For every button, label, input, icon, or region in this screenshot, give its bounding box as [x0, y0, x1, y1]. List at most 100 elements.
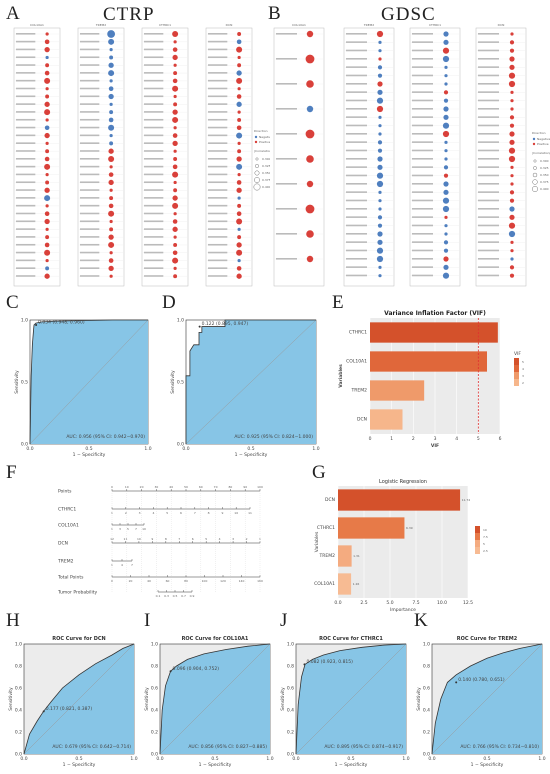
row-label — [478, 124, 499, 127]
row-label — [16, 111, 36, 113]
correlation-dot — [378, 199, 382, 203]
dot-panel-frame — [343, 27, 395, 287]
correlation-dot — [236, 163, 243, 170]
points-tick-label: 0 — [111, 485, 113, 489]
correlation-dot — [173, 274, 178, 279]
row-label — [80, 95, 100, 98]
correlation-dot — [45, 227, 49, 231]
correlation-dot — [236, 46, 243, 53]
diagonal-reference-line — [185, 319, 317, 445]
row-label — [478, 83, 499, 85]
row-label — [208, 87, 228, 90]
row-label — [208, 134, 228, 137]
row-label — [16, 236, 36, 238]
bar-value-label: 1.31 — [353, 554, 360, 558]
row-label — [80, 111, 100, 113]
correlation-dot — [45, 118, 49, 122]
legend-size-dot — [533, 159, 537, 163]
row-label — [16, 64, 36, 66]
correlation-dot — [237, 87, 241, 91]
row-label — [276, 83, 297, 85]
row-label — [208, 142, 228, 144]
row-label — [478, 158, 499, 160]
row-label — [346, 241, 367, 243]
y-axis-label: Variables — [314, 531, 320, 552]
correlation-dot — [173, 157, 178, 161]
correlation-dot — [44, 195, 51, 202]
correlation-dot — [172, 226, 178, 232]
correlation-dot — [508, 222, 516, 229]
row-label — [80, 150, 100, 152]
row-label — [412, 274, 433, 277]
panel-letter-g: G — [312, 462, 326, 483]
correlation-dot — [443, 106, 449, 112]
dcn-tick-label: 11 — [124, 537, 128, 541]
row-label — [412, 174, 433, 177]
row-label — [16, 56, 36, 59]
correlation-dot — [237, 55, 241, 60]
y-tick-label: 1.0 — [15, 642, 22, 648]
correlation-dot — [236, 70, 242, 76]
row-label — [208, 95, 228, 98]
panel-letter-e: E — [332, 292, 344, 313]
y-axis-label: Sensitivity — [170, 370, 176, 394]
row-label — [16, 197, 36, 199]
row-label — [80, 142, 100, 144]
correlation-dot — [237, 63, 242, 68]
x-tick-label: 1.0 — [130, 756, 137, 762]
correlation-dot — [378, 49, 382, 53]
roc-chart-dcn: ROC Curve for DCN 0.177 (0.821, 0.387) AUC… — [8, 636, 138, 768]
cthrc1-tick-label: 4 — [152, 511, 154, 515]
correlation-dot — [377, 239, 383, 245]
correlation-dot — [44, 109, 51, 116]
correlation-dot — [108, 172, 114, 177]
correlation-dot — [443, 114, 449, 120]
total-points-tick-label: 40 — [147, 579, 151, 583]
x-tick-label: 5.0 — [386, 600, 393, 606]
correlation-dot — [44, 187, 50, 193]
diagonal-reference-line — [295, 643, 407, 755]
row-label — [412, 208, 433, 210]
correlation-dot — [109, 141, 114, 146]
row-label — [412, 258, 433, 260]
column-header: TREM2 — [95, 23, 106, 27]
row-label — [16, 173, 36, 176]
chart-title: Logistic Regression — [379, 479, 427, 485]
correlation-dot — [378, 274, 382, 278]
x-tick-label: 4 — [455, 436, 458, 442]
row-label — [412, 141, 433, 143]
row-label — [346, 91, 367, 93]
col10a1-tick-label: 10 — [142, 527, 146, 531]
row-label — [208, 267, 228, 269]
legend-size-label: 0.300 — [540, 159, 549, 163]
x-tick-label: 1.0 — [312, 446, 319, 452]
threshold-point — [169, 670, 172, 673]
row-label — [276, 158, 297, 160]
y-tick-label: COL10A1 — [346, 358, 367, 364]
correlation-dot — [509, 265, 515, 270]
correlation-dot — [236, 218, 243, 225]
y-tick-label: TREM2 — [319, 553, 336, 559]
auc-label: AUC: 0.679 (95% CI: 0.642−0.714) — [52, 744, 131, 750]
correlation-dot — [108, 210, 115, 217]
correlation-dot — [108, 156, 115, 162]
x-tick-label: 2.5 — [360, 600, 367, 606]
threshold-annotation: 0.177 (0.821, 0.387) — [46, 706, 93, 712]
column-header: TREM2 — [363, 23, 374, 27]
correlation-dot — [237, 149, 242, 154]
correlation-dot — [376, 30, 384, 38]
correlation-dot — [510, 249, 514, 253]
correlation-dot — [306, 230, 314, 238]
y-axis-label: Sensitivity — [416, 687, 422, 711]
correlation-dot — [45, 94, 50, 99]
legend-positive-dot — [532, 142, 536, 146]
correlation-dot — [378, 57, 382, 61]
row-label — [478, 74, 499, 77]
row-label — [80, 259, 100, 262]
panel-letter-h: H — [6, 610, 20, 631]
threshold-annotation: 0.140 (0.780, 0.651) — [458, 677, 505, 683]
legend-size-dot — [532, 179, 538, 185]
column-header: COL10A1 — [292, 23, 306, 27]
correlation-dot — [442, 122, 450, 129]
total-points-tick-label: 20 — [129, 579, 133, 583]
